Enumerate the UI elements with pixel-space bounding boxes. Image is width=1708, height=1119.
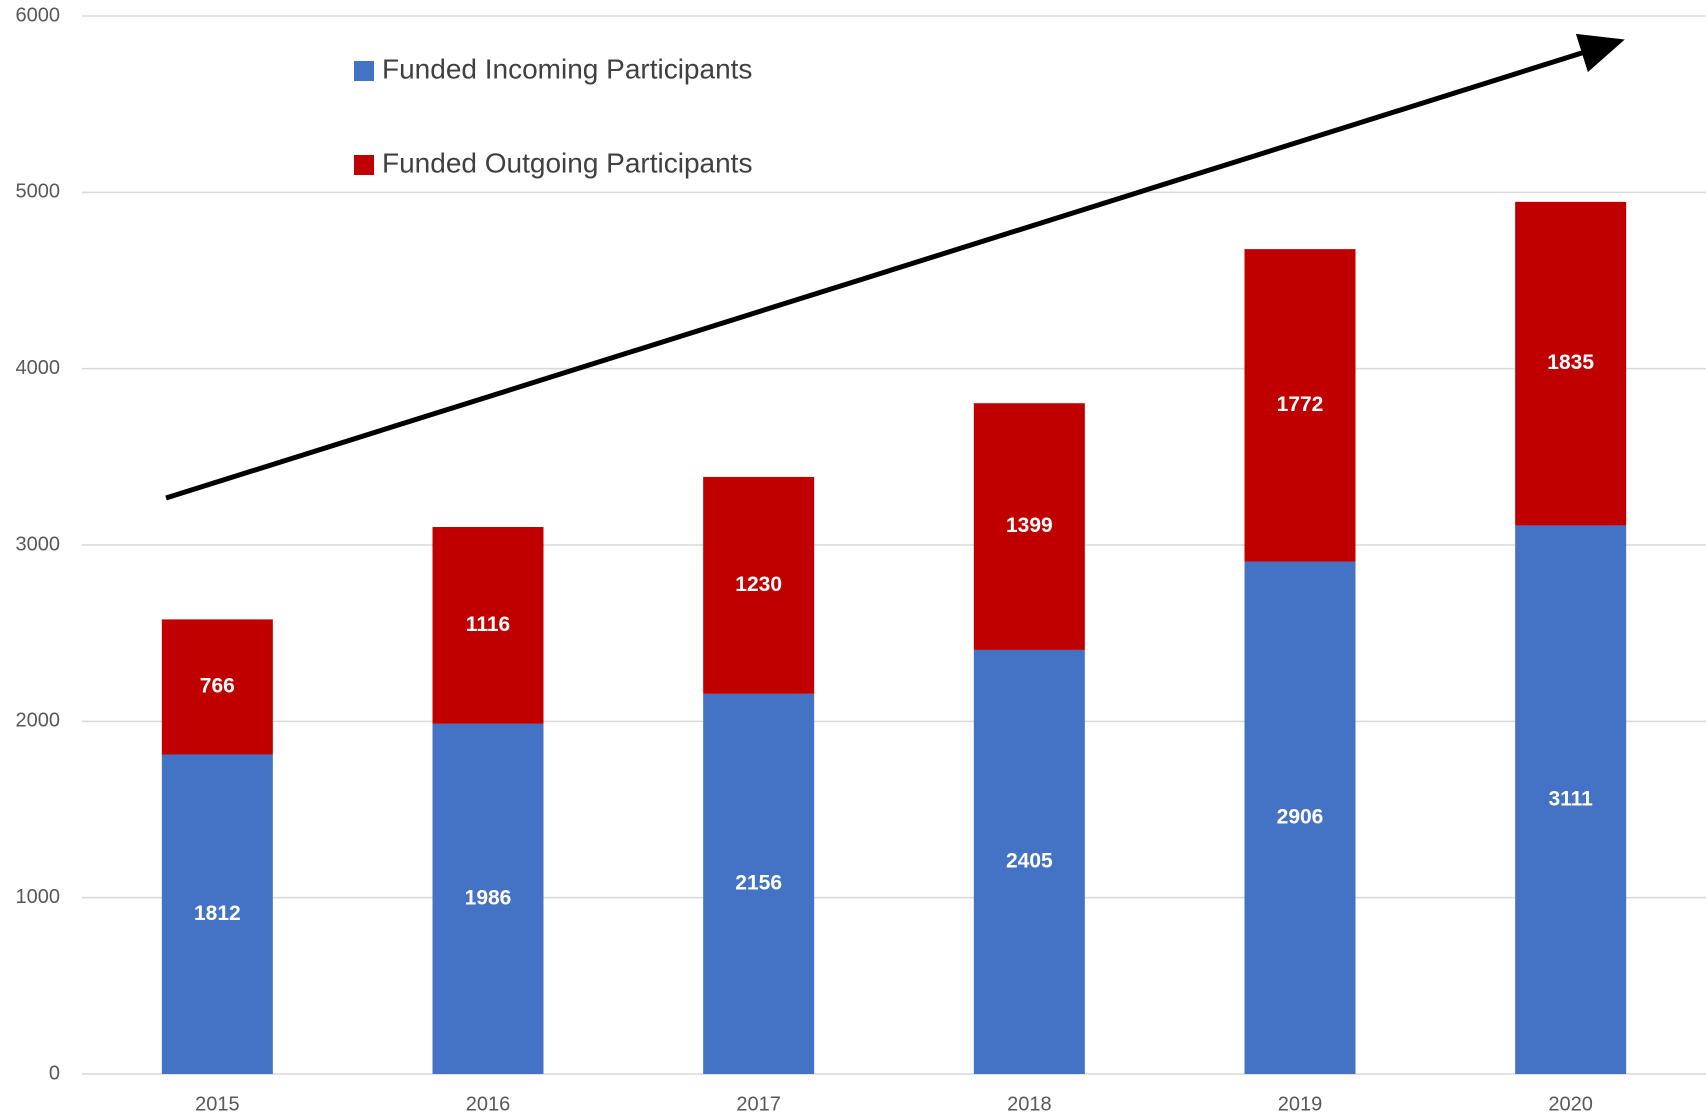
data-label: 1399 <box>1006 514 1053 537</box>
bar-segment <box>1244 249 1356 562</box>
data-label: 1230 <box>735 573 782 596</box>
y-tick-label: 2000 <box>16 710 61 732</box>
x-tick-label: 2017 <box>736 1093 781 1115</box>
y-tick-label: 6000 <box>16 4 61 26</box>
y-tick-label: 4000 <box>16 357 61 379</box>
bar-segment <box>703 693 815 1074</box>
legend-label: Funded Incoming Participants <box>382 53 752 84</box>
data-label: 3111 <box>1548 787 1593 810</box>
legend-label: Funded Outgoing Participants <box>382 147 752 178</box>
bar-segment <box>973 403 1085 650</box>
data-label: 1986 <box>465 886 512 909</box>
data-label: 766 <box>200 674 235 697</box>
bar-segment <box>432 527 544 724</box>
bars: 2015 1812 766 2016 1986 1116 2017 2156 1230 2018 2… <box>161 201 1627 1115</box>
x-tick-label: 2019 <box>1278 1093 1323 1115</box>
trend-arrow <box>165 33 1625 501</box>
bar-segment <box>1515 201 1627 526</box>
data-label: 1835 <box>1547 351 1594 374</box>
bar-segment <box>1244 561 1356 1074</box>
bar-segment <box>161 754 273 1074</box>
legend-swatch <box>354 61 374 81</box>
data-label: 1116 <box>466 613 510 636</box>
data-label: 1812 <box>194 902 241 925</box>
legend-swatch <box>354 155 374 175</box>
y-tick-label: 5000 <box>16 181 61 203</box>
data-label: 2405 <box>1006 850 1053 873</box>
y-tick-label: 1000 <box>16 886 61 908</box>
bar-segment <box>1515 525 1627 1074</box>
data-label: 2906 <box>1277 805 1324 828</box>
y-tick-label: 3000 <box>16 533 61 555</box>
x-tick-label: 2018 <box>1007 1093 1052 1115</box>
bar-segment <box>161 619 273 755</box>
bar-segment <box>432 723 544 1074</box>
data-label: 2156 <box>735 871 782 894</box>
x-tick-label: 2015 <box>195 1093 240 1115</box>
x-tick-label: 2020 <box>1548 1093 1593 1115</box>
data-label: 1772 <box>1277 393 1324 416</box>
legend: Funded Incoming Participants Funded Outgo… <box>354 53 752 178</box>
y-tick-label: 0 <box>49 1062 60 1084</box>
grid: 0 1000 2000 3000 4000 5000 6000 <box>16 4 1706 1084</box>
bar-segment <box>973 649 1085 1074</box>
bar-segment <box>703 476 815 694</box>
x-tick-label: 2016 <box>466 1093 511 1115</box>
